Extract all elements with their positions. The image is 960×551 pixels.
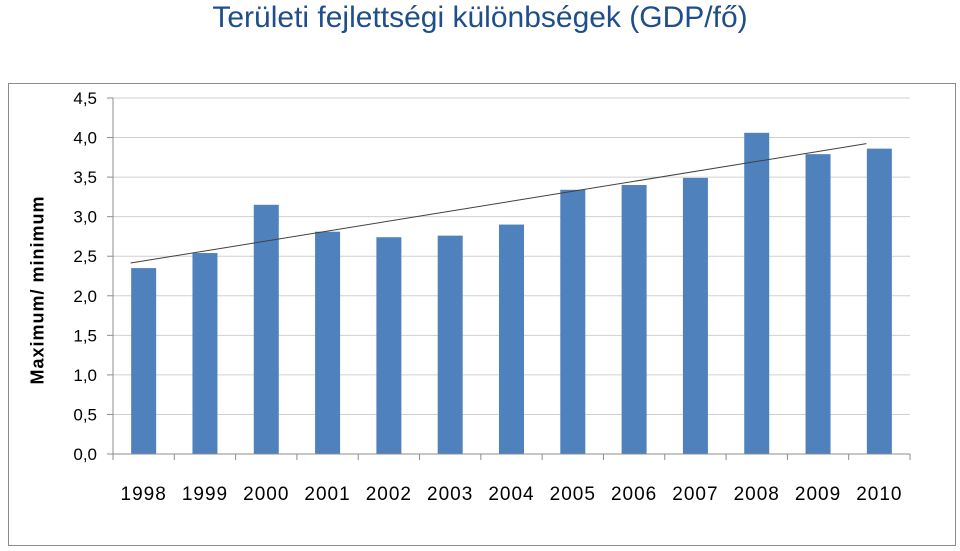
y-tick-label: 3,5 [73,168,97,187]
bar-2004 [499,224,524,454]
chart-title: Területi fejlettségi különbségek (GDP/fő… [212,1,748,34]
x-tick-label: 2006 [611,484,657,505]
x-tick-label: 2007 [672,484,718,505]
x-tick-label: 2008 [734,484,780,505]
x-tick-label: 1998 [121,484,167,505]
x-tick-labels: 1998 1999 2000 2001 2002 2003 2004 2005 2006 2007… [121,484,902,505]
y-tick-label: 2,5 [73,247,97,266]
y-tick-label: 0,0 [73,445,97,464]
bar-1998 [131,268,157,454]
axes [107,97,911,460]
y-tick-label: 4,0 [73,129,97,148]
bar-2010 [866,148,892,454]
y-tick-label: 0,5 [73,405,97,424]
trendline [130,143,867,264]
y-tick-label: 3,0 [73,208,97,227]
y-tick-label: 2,0 [73,287,97,306]
trendline-line [130,143,867,264]
bar-2006 [621,185,647,454]
x-tick-label: 2000 [243,484,289,505]
bar-1999 [192,253,218,454]
x-tick-label: 2003 [427,484,473,505]
bar-2001 [315,231,341,454]
bar-2009 [805,154,831,454]
x-tick-label: 2002 [366,484,412,505]
y-tick-label: 1,0 [73,366,97,385]
bar-2005 [560,189,586,454]
x-tick-label: 2005 [550,484,596,505]
x-tick-label: 2004 [488,484,534,505]
bar-2003 [437,235,463,454]
bar-2008 [744,132,770,454]
x-tick-label: 1999 [182,484,228,505]
bar-2000 [253,204,279,454]
x-tick-label: 2009 [795,484,841,505]
y-tick-label: 1,5 [73,326,97,345]
y-tick-labels: 0,0 0,5 1,0 1,5 2,0 2,5 3,0 3,5 4,0 4,5 [73,89,97,464]
y-axis-label: Maximum/ minimum [27,195,48,385]
y-tick-label: 4,5 [73,89,97,108]
bars [131,132,892,454]
bar-2007 [682,177,708,454]
x-tick-label: 2001 [304,484,350,505]
x-tick-label: 2010 [856,484,902,505]
chart-frame [8,83,956,546]
bar-2002 [376,237,402,454]
